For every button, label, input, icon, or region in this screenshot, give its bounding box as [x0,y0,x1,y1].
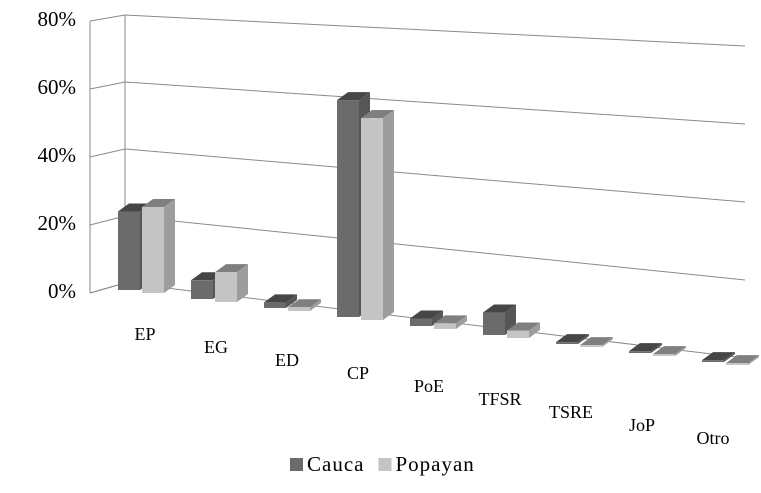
bar-side [432,310,443,326]
bar-front [264,302,286,308]
bar-side [724,352,735,362]
x-tick-label: EP [134,324,155,344]
bar [702,352,735,362]
grid-line [89,14,746,47]
bar-side [310,299,321,311]
bar-side [675,346,686,356]
bar-side [529,322,540,338]
x-tick-label: ED [275,350,299,370]
legend-swatch [290,458,303,471]
bar-top [410,310,443,319]
bar [507,322,540,338]
bar-side [456,315,467,329]
x-tick-label: JoP [629,415,655,435]
bar-top [507,322,540,331]
bar-top [580,337,613,346]
bar-top [288,299,321,308]
bar-front [410,318,432,326]
bar [629,343,662,353]
bar-top [142,198,175,207]
bar-front [653,354,675,356]
y-tick-label: 80% [38,7,77,31]
bar-top [726,355,759,364]
bar-front [629,351,651,353]
bar-front [580,345,602,347]
bar [726,355,759,365]
bar-side [578,334,589,344]
bar [556,334,589,344]
bar-front [118,211,140,290]
bar-top [653,346,686,355]
x-tick-label: PoE [414,376,444,396]
legend-label: Popayan [395,452,474,476]
legend-label: Cauca [307,452,364,476]
bar-top [629,343,662,352]
y-tick-label: 0% [48,279,76,303]
bar-front [142,206,164,293]
x-tick-label: TFSR [478,389,521,409]
bar-front [337,100,359,317]
bar-top [361,110,394,119]
bar [653,346,686,356]
x-tick-label: CP [347,363,369,383]
y-tick-label: 40% [38,143,77,167]
bar-front [191,280,213,299]
bar-front [702,360,724,362]
bar-front [483,312,505,335]
y-tick-label: 20% [38,211,77,235]
bar [215,264,248,302]
bar [580,337,613,347]
x-tick-label: Otro [697,428,730,448]
bar [410,310,443,326]
x-tick-label: TSRE [549,402,593,422]
bar [361,110,394,320]
bar-front [434,323,456,329]
bar-side [651,343,662,353]
bar-top [702,352,735,361]
bar-side [602,337,613,347]
bar-side [237,264,248,302]
bar [264,294,297,308]
grid-line [89,81,746,125]
grid-line [89,148,746,203]
bar [288,299,321,311]
bar-front [507,330,529,338]
bar-side [286,294,297,308]
bar-top [556,334,589,343]
bar-side [748,355,759,365]
bar-top [215,264,248,273]
bar-front [726,363,748,365]
x-tick-label: EG [204,337,228,357]
legend-swatch [378,458,392,471]
bar-top [264,294,297,303]
bar-top [337,92,370,101]
bar-front [215,272,237,302]
bar-front [288,307,310,311]
bar-top [483,304,516,313]
grid-line [89,215,746,281]
bar [434,315,467,329]
bar-side [383,110,394,320]
bar [142,198,175,293]
y-tick-label: 60% [38,75,77,99]
bar-front [361,118,383,320]
bar-top [434,315,467,324]
bar-front [556,342,578,344]
bar-side [164,198,175,293]
